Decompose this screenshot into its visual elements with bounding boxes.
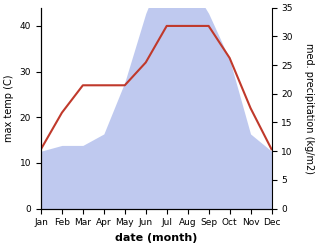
Y-axis label: max temp (C): max temp (C) <box>4 74 14 142</box>
X-axis label: date (month): date (month) <box>115 233 197 243</box>
Y-axis label: med. precipitation (kg/m2): med. precipitation (kg/m2) <box>304 43 314 174</box>
